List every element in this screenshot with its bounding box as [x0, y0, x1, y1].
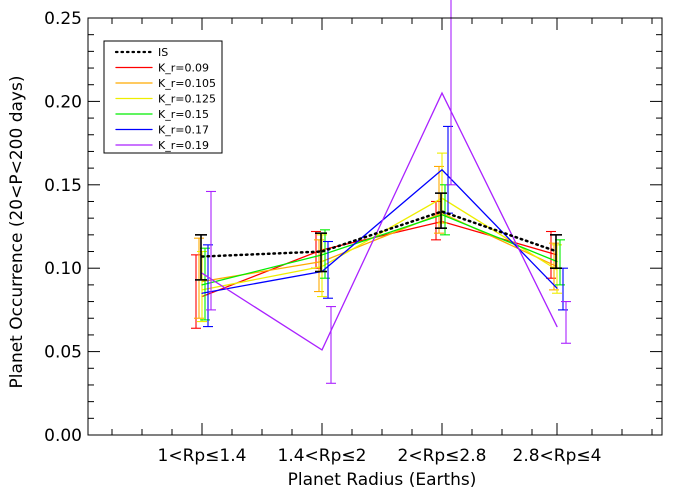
- series-line-6: [201, 91, 558, 351]
- legend-label: K_r=0.15: [158, 108, 209, 121]
- y-tick-label: 0.00: [44, 426, 82, 446]
- series-line-4: [201, 214, 558, 286]
- legend-label: K_r=0.105: [158, 77, 216, 90]
- y-tick-label: 0.05: [44, 343, 82, 363]
- legend-box: [103, 40, 223, 154]
- plot-frame: [87, 17, 663, 436]
- legend-label: K_r=0.19: [158, 139, 209, 152]
- x-tick-label: 1.4<Rp≤2: [278, 446, 367, 466]
- y-tick-label: 0.15: [44, 176, 82, 196]
- y-tick-label: 0.10: [44, 259, 82, 279]
- plot-border: [87, 17, 663, 436]
- legend-label: K_r=0.17: [158, 124, 209, 137]
- x-tick-label: 1<Rp≤1.4: [158, 446, 247, 466]
- legend-label: K_r=0.125: [158, 93, 216, 106]
- legend-label: IS: [158, 46, 168, 59]
- y-tick-label: 0.20: [44, 92, 82, 112]
- y-tick-label: 0.25: [44, 9, 82, 29]
- x-tick-label: 2.8<Rp≤4: [513, 446, 602, 466]
- y-axis-title: Planet Occurrence (20<P<200 days): [7, 76, 27, 389]
- x-axis-title: Planet Radius (Earths): [288, 470, 477, 490]
- series-line-2: [201, 212, 558, 283]
- axis-ticks: 0.00 0.05 0.10 0.15 0.20 0.25 1<Rp≤1.4 1.4<Rp≤2…: [44, 9, 662, 466]
- series-line-0: [200, 210, 559, 258]
- plot-lines: [191, 0, 571, 384]
- legend-label: K_r=0.09: [158, 62, 209, 75]
- legend: IS K_r=0.09 K_r=0.105 K_r=0.125 K_r=0.15 K_r=…: [103, 40, 223, 154]
- x-tick-label: 2<Rp≤2.8: [398, 446, 487, 466]
